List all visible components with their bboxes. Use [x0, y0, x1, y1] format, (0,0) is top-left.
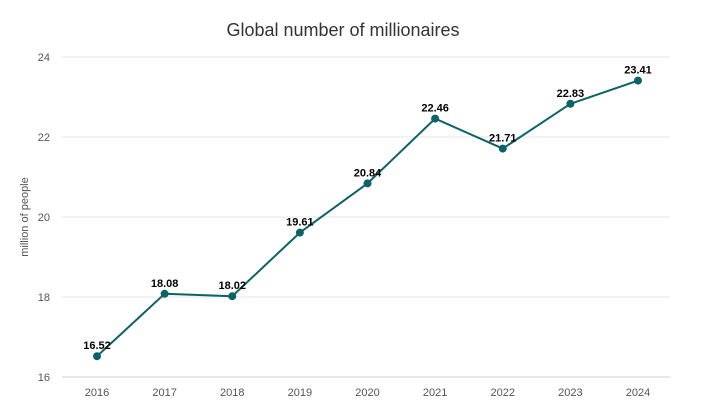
data-point — [93, 352, 101, 361]
data-point — [363, 179, 372, 188]
x-tick-label: 2021 — [423, 387, 447, 399]
data-point — [566, 99, 575, 108]
y-axis-label: million of people — [19, 177, 31, 257]
x-axis-ticks: 2016 2017 2018 2019 2020 2021 2022 2023 2024 — [85, 387, 650, 399]
data-labels: 16.52 18.08 18.02 19.61 20.84 22.46 21.71 22.83… — [83, 65, 652, 353]
x-tick-label: 2017 — [152, 387, 176, 399]
data-label: 19.61 — [286, 217, 314, 229]
data-label: 22.46 — [421, 103, 449, 115]
x-tick-label: 2018 — [220, 387, 244, 399]
grid-layer — [62, 56, 670, 378]
x-tick-label: 2016 — [85, 387, 109, 399]
data-point — [228, 292, 237, 301]
x-tick-label: 2022 — [491, 387, 515, 399]
data-point — [160, 289, 169, 298]
data-label: 20.84 — [354, 167, 382, 179]
series-layer — [93, 76, 642, 361]
y-tick-label: 16 — [38, 372, 50, 384]
data-label: 16.52 — [83, 340, 111, 352]
data-point — [498, 144, 507, 153]
data-label: 18.08 — [151, 278, 179, 290]
y-axis-ticks: 16 18 20 22 24 — [38, 52, 50, 384]
data-label: 21.71 — [489, 133, 517, 145]
x-tick-label: 2024 — [626, 387, 650, 399]
data-point — [634, 76, 642, 85]
y-tick-label: 20 — [38, 212, 50, 224]
data-point — [431, 114, 440, 123]
y-tick-label: 18 — [38, 292, 50, 304]
data-label: 22.83 — [557, 88, 585, 100]
data-label: 23.41 — [624, 65, 652, 77]
data-label: 18.02 — [218, 280, 246, 292]
series-line — [96, 79, 639, 357]
y-tick-label: 22 — [38, 132, 50, 144]
y-tick-label: 24 — [38, 52, 50, 64]
x-tick-label: 2020 — [355, 387, 379, 399]
x-tick-label: 2023 — [558, 387, 582, 399]
x-tick-label: 2019 — [288, 387, 312, 399]
chart-title: Global number of millionaires — [226, 20, 459, 40]
data-point — [295, 228, 304, 237]
